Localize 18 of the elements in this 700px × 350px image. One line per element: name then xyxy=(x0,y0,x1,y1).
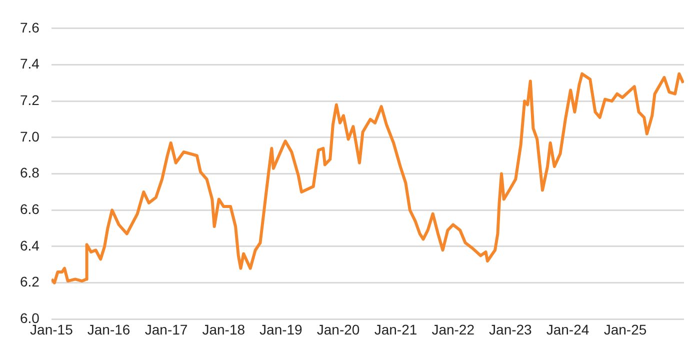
x-tick-label: Jan-23 xyxy=(489,321,532,338)
x-tick-label: Jan-18 xyxy=(202,321,246,338)
x-tick-label: Jan-25 xyxy=(604,321,647,338)
y-tick-label: 7.6 xyxy=(20,19,40,36)
x-tick-label: Jan-16 xyxy=(87,321,130,338)
x-tick-label: Jan-17 xyxy=(144,321,188,338)
y-tick-label: 6.8 xyxy=(20,164,40,181)
y-tick-label: 6.6 xyxy=(20,201,40,218)
y-tick-label: 6.2 xyxy=(20,274,40,290)
x-tick-label: Jan-22 xyxy=(432,321,475,338)
x-tick-label: Jan-19 xyxy=(260,321,303,338)
y-tick-label: 6.4 xyxy=(20,237,40,254)
x-tick-label: Jan-21 xyxy=(374,321,418,338)
x-tick-label: Jan-24 xyxy=(546,321,590,338)
y-tick-label: 7.4 xyxy=(20,56,40,72)
x-tick-label: Jan-20 xyxy=(316,321,360,338)
y-tick-label: 7.0 xyxy=(20,128,40,144)
y-tick-label: 7.2 xyxy=(20,92,40,108)
